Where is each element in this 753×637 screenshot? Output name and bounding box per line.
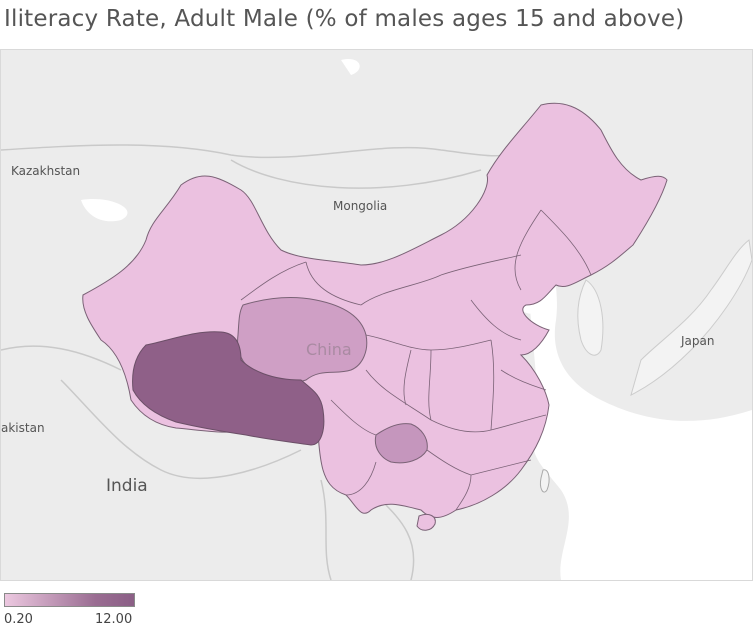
label-india: India (106, 476, 148, 496)
bohai-sea (521, 295, 556, 314)
lake-north (341, 58, 360, 75)
legend-gradient-bar (4, 593, 135, 607)
label-pakistan: akistan (1, 421, 45, 435)
label-mongolia: Mongolia (333, 199, 387, 213)
border-mongolia (230, 159, 482, 189)
color-legend: 0.20 12.00 (4, 593, 136, 637)
taiwan-land (540, 469, 550, 493)
region-qinghai[interactable] (237, 297, 368, 383)
label-japan: Japan (680, 334, 714, 348)
korea-land (577, 279, 604, 356)
border-india (60, 379, 302, 480)
lake-balkhash (81, 199, 128, 222)
region-tibet[interactable] (132, 331, 325, 446)
map-canvas[interactable]: Kazakhstan Mongolia China Japan India ak… (1, 50, 752, 580)
legend-max-label: 12.00 (95, 612, 133, 627)
border-laos-vietnam (380, 499, 415, 580)
province-borders (240, 209, 592, 511)
label-china: China (306, 340, 352, 359)
label-kazakhstan: Kazakhstan (11, 164, 80, 178)
legend-min-label: 0.20 (4, 612, 33, 627)
border-russia-kazakhstan (1, 144, 522, 159)
sea-water (521, 210, 752, 580)
chart-title: Iliteracy Rate, Adult Male (% of males a… (4, 6, 685, 32)
border-myanmar (320, 479, 332, 580)
map-view[interactable]: Kazakhstan Mongolia China Japan India ak… (0, 49, 753, 581)
japan-land (630, 239, 752, 396)
region-hainan[interactable] (416, 513, 436, 531)
border-pakistan (1, 345, 122, 371)
